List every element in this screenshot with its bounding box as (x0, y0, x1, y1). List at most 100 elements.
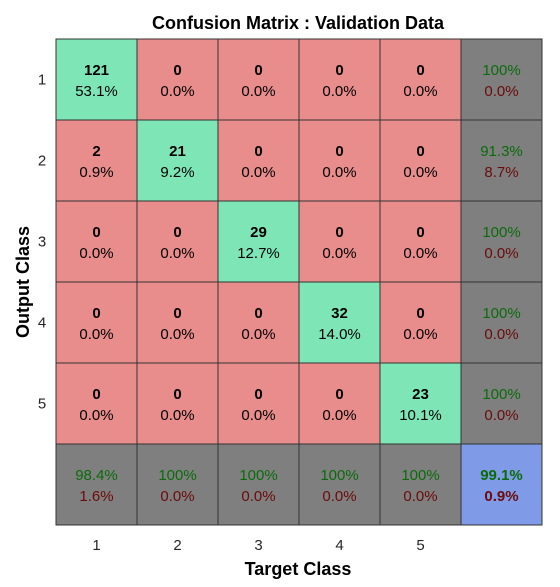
matrix-cell: 0 0.0% (136, 38, 219, 121)
summary-background (379, 443, 462, 526)
cell-percent: 0.0% (241, 83, 275, 100)
column-correct-percent: 100% (239, 467, 277, 484)
cell-background (136, 119, 219, 202)
cell-percent: 12.7% (237, 245, 280, 262)
cell-background (298, 362, 381, 445)
cell-background (55, 281, 138, 364)
column-error-percent: 1.6% (79, 488, 113, 505)
cell-count: 0 (335, 386, 343, 403)
cell-count: 2 (92, 143, 100, 160)
column-summary-cell: 100% 0.0% (298, 443, 381, 526)
cell-count: 0 (416, 224, 424, 241)
overall-error-percent: 0.9% (484, 488, 518, 505)
summary-background (460, 200, 543, 283)
matrix-cell: 21 9.2% (136, 119, 219, 202)
matrix-cell: 0 0.0% (136, 200, 219, 283)
cell-percent: 53.1% (75, 83, 118, 100)
chart-title: Confusion Matrix : Validation Data (152, 13, 445, 33)
cell-count: 0 (335, 224, 343, 241)
cell-percent: 10.1% (399, 407, 442, 424)
overall-correct-percent: 99.1% (480, 467, 523, 484)
cell-percent: 0.0% (322, 83, 356, 100)
row-correct-percent: 100% (482, 305, 520, 322)
summary-background (298, 443, 381, 526)
summary-background (217, 443, 300, 526)
row-summary-cell: 100% 0.0% (460, 281, 543, 364)
row-summary-cell: 100% 0.0% (460, 362, 543, 445)
matrix-cell: 0 0.0% (298, 200, 381, 283)
matrix-cell: 0 0.0% (136, 362, 219, 445)
y-axis-label: Output Class (13, 226, 33, 338)
matrix-border (55, 38, 543, 526)
cell-background (136, 38, 219, 121)
matrix-cell: 0 0.0% (217, 38, 300, 121)
matrix-cell: 0 0.0% (379, 119, 462, 202)
matrix-cell: 0 0.0% (136, 281, 219, 364)
cell-percent: 0.0% (160, 83, 194, 100)
matrix-cell: 0 0.0% (298, 362, 381, 445)
cell-background (55, 200, 138, 283)
cell-count: 0 (92, 224, 100, 241)
cell-percent: 0.0% (79, 326, 113, 343)
cell-count: 29 (250, 224, 267, 241)
y-tick-label: 1 (38, 72, 46, 89)
x-tick-label: 1 (92, 537, 100, 554)
matrix-cell: 23 10.1% (379, 362, 462, 445)
summary-background (460, 362, 543, 445)
cell-count: 0 (416, 62, 424, 79)
cell-background (55, 38, 138, 121)
cell-percent: 0.9% (79, 164, 113, 181)
cell-background (298, 281, 381, 364)
cell-percent: 0.0% (322, 407, 356, 424)
matrix-cell: 0 0.0% (217, 281, 300, 364)
matrix-cell: 0 0.0% (217, 119, 300, 202)
cell-percent: 14.0% (318, 326, 361, 343)
cell-count: 121 (84, 62, 109, 79)
x-tick-label: 2 (173, 537, 181, 554)
cell-percent: 0.0% (241, 164, 275, 181)
cell-count: 0 (254, 62, 262, 79)
row-error-percent: 0.0% (484, 326, 518, 343)
cell-count: 0 (254, 305, 262, 322)
cell-background (55, 119, 138, 202)
x-tick-label: 3 (254, 537, 262, 554)
cell-percent: 0.0% (79, 407, 113, 424)
y-tick-label: 2 (38, 153, 46, 170)
cell-background (379, 200, 462, 283)
row-summary-cell: 100% 0.0% (460, 200, 543, 283)
cell-background (217, 362, 300, 445)
cell-count: 0 (173, 305, 181, 322)
x-tick-label: 4 (335, 537, 343, 554)
cell-percent: 0.0% (241, 407, 275, 424)
cell-percent: 0.0% (160, 326, 194, 343)
column-summary-cell: 100% 0.0% (136, 443, 219, 526)
cell-percent: 0.0% (403, 326, 437, 343)
cell-background (298, 38, 381, 121)
x-axis-ticks: 1 2 3 4 5 (92, 537, 424, 554)
row-error-percent: 0.0% (484, 83, 518, 100)
cell-background (298, 119, 381, 202)
y-tick-label: 5 (38, 396, 46, 413)
cell-percent: 0.0% (403, 245, 437, 262)
matrix-cell: 0 0.0% (379, 200, 462, 283)
cell-count: 0 (173, 224, 181, 241)
column-correct-percent: 100% (401, 467, 439, 484)
summary-background (136, 443, 219, 526)
column-correct-percent: 100% (158, 467, 196, 484)
matrix-cell: 0 0.0% (55, 200, 138, 283)
cell-percent: 0.0% (403, 164, 437, 181)
column-error-percent: 0.0% (322, 488, 356, 505)
cell-count: 21 (169, 143, 186, 160)
matrix-cell: 0 0.0% (217, 362, 300, 445)
cell-count: 0 (335, 62, 343, 79)
cell-background (379, 281, 462, 364)
cell-percent: 0.0% (322, 164, 356, 181)
cell-count: 0 (92, 386, 100, 403)
column-error-percent: 0.0% (160, 488, 194, 505)
y-tick-label: 3 (38, 234, 46, 251)
overall-accuracy-cell: 99.1% 0.9% (460, 443, 543, 526)
cell-percent: 0.0% (403, 83, 437, 100)
summary-background (460, 119, 543, 202)
column-correct-percent: 98.4% (75, 467, 118, 484)
